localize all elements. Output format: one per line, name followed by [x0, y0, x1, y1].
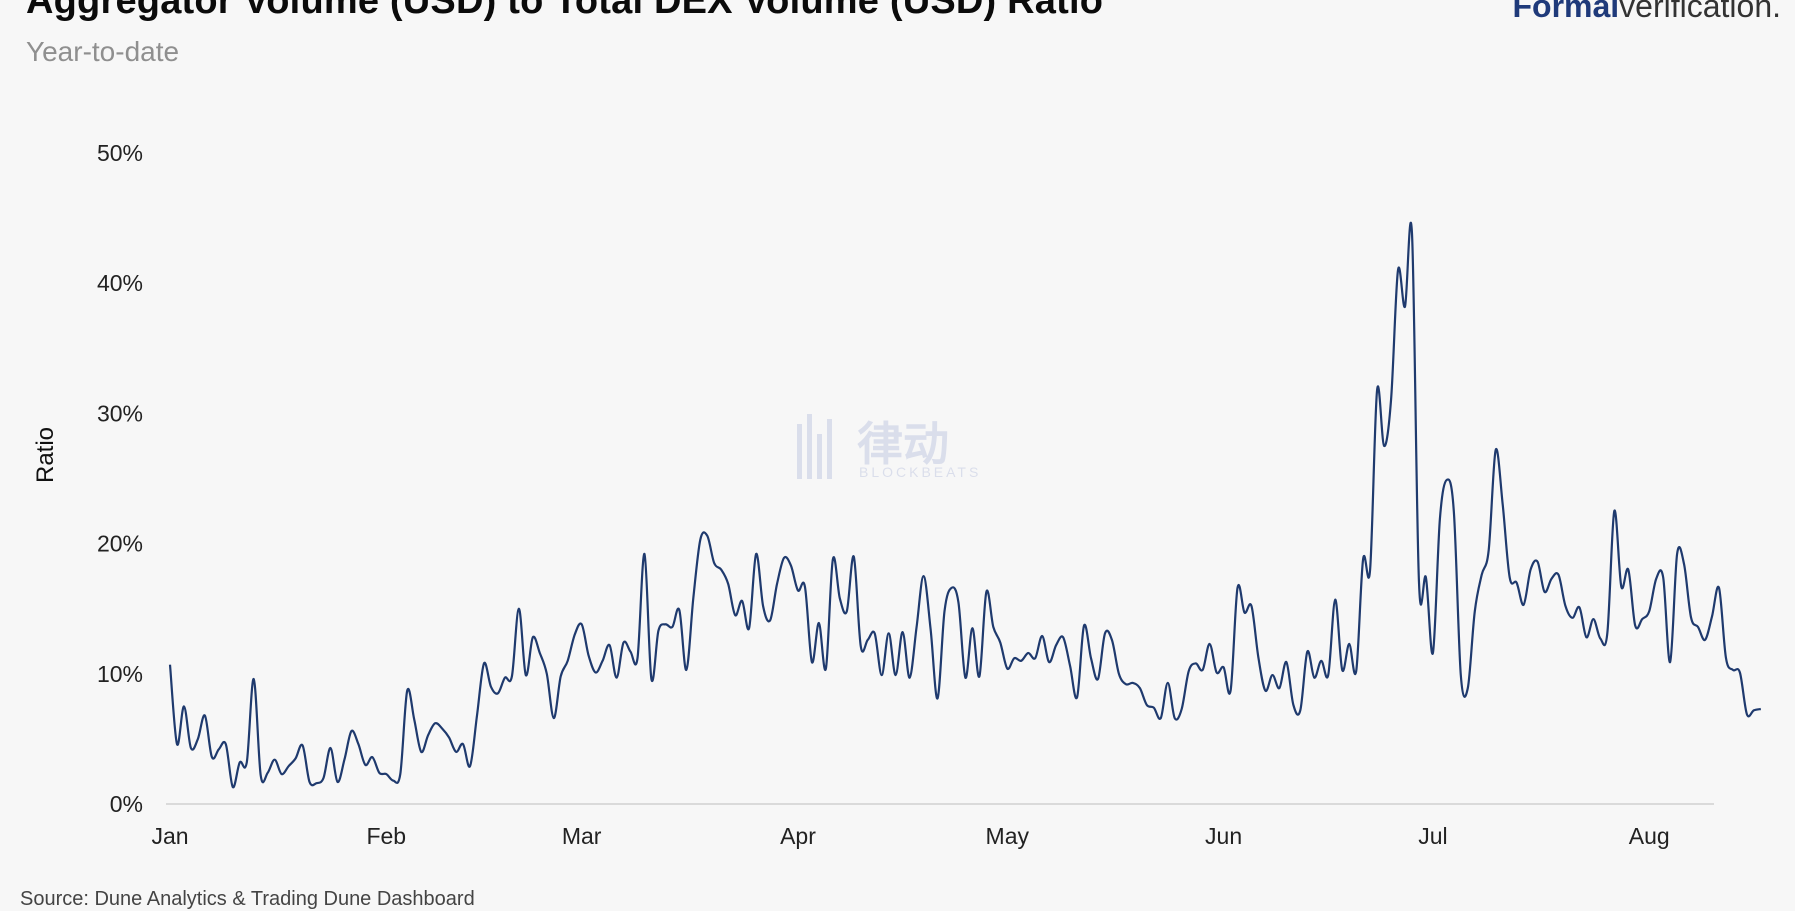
y-axis-title: Ratio [32, 427, 59, 483]
y-axis: 0% 10% 20% 30% 40% 50% [97, 140, 143, 817]
series-line [168, 221, 1761, 789]
x-tick-label: Feb [366, 823, 406, 849]
x-tick-label: May [986, 823, 1030, 849]
x-tick-label: Mar [562, 823, 602, 849]
x-tick-label: Jul [1418, 823, 1447, 849]
watermark-bars-icon [797, 414, 832, 479]
x-tick-label: Jan [151, 823, 188, 849]
x-tick-label: Aug [1629, 823, 1670, 849]
source-note: Source: Dune Analytics & Trading Dune Da… [20, 888, 475, 910]
brand-strong-text: Formal [1512, 0, 1620, 24]
watermark-logo: 律动 BLOCKBEATS [795, 408, 1005, 488]
brand-logo: Formalverification. [1512, 0, 1781, 25]
x-tick-label: Jun [1205, 823, 1242, 849]
x-axis: Jan Feb Mar Apr May Jun Jul Aug [151, 823, 1669, 849]
brand-light-text: verification. [1619, 0, 1781, 24]
y-tick-label: 30% [97, 400, 143, 426]
y-tick-label: 20% [97, 531, 143, 557]
chart-subtitle: Year-to-date [26, 36, 180, 67]
y-tick-label: 0% [110, 791, 143, 817]
y-tick-label: 50% [97, 140, 143, 166]
watermark-subtext: BLOCKBEATS [859, 464, 982, 480]
y-tick-label: 10% [97, 661, 143, 687]
chart-title: Aggregator Volume (USD) to Total DEX Vol… [26, 0, 1104, 22]
watermark-text: 律动 [857, 418, 949, 470]
y-tick-label: 40% [97, 270, 143, 296]
x-tick-label: Apr [780, 823, 816, 849]
